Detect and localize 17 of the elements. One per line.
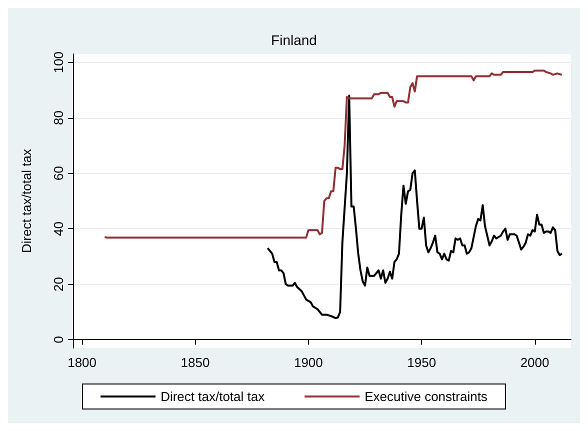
- line-series: [266, 94, 563, 320]
- x-tick-label: 2000: [520, 355, 550, 370]
- y-tick-label: 100: [51, 51, 66, 74]
- y-tick-label: 40: [51, 222, 66, 236]
- legend-label: Executive constraints: [364, 389, 488, 404]
- legend-label: Direct tax/total tax: [160, 389, 266, 404]
- y-tick-label: 60: [51, 166, 66, 180]
- y-tick-label: 0: [51, 336, 66, 344]
- y-tick-label: 20: [51, 276, 66, 292]
- x-tick-label: 1850: [180, 355, 210, 370]
- line-series: [104, 70, 563, 239]
- chart-title: Finland: [271, 32, 317, 48]
- x-tick-label: 1800: [68, 355, 97, 370]
- x-tick-label: 1900: [294, 355, 323, 370]
- y-tick-label: 80: [51, 110, 66, 126]
- x-tick-label: 1950: [407, 355, 436, 370]
- y-axis-title: Direct tax/total tax: [19, 148, 34, 254]
